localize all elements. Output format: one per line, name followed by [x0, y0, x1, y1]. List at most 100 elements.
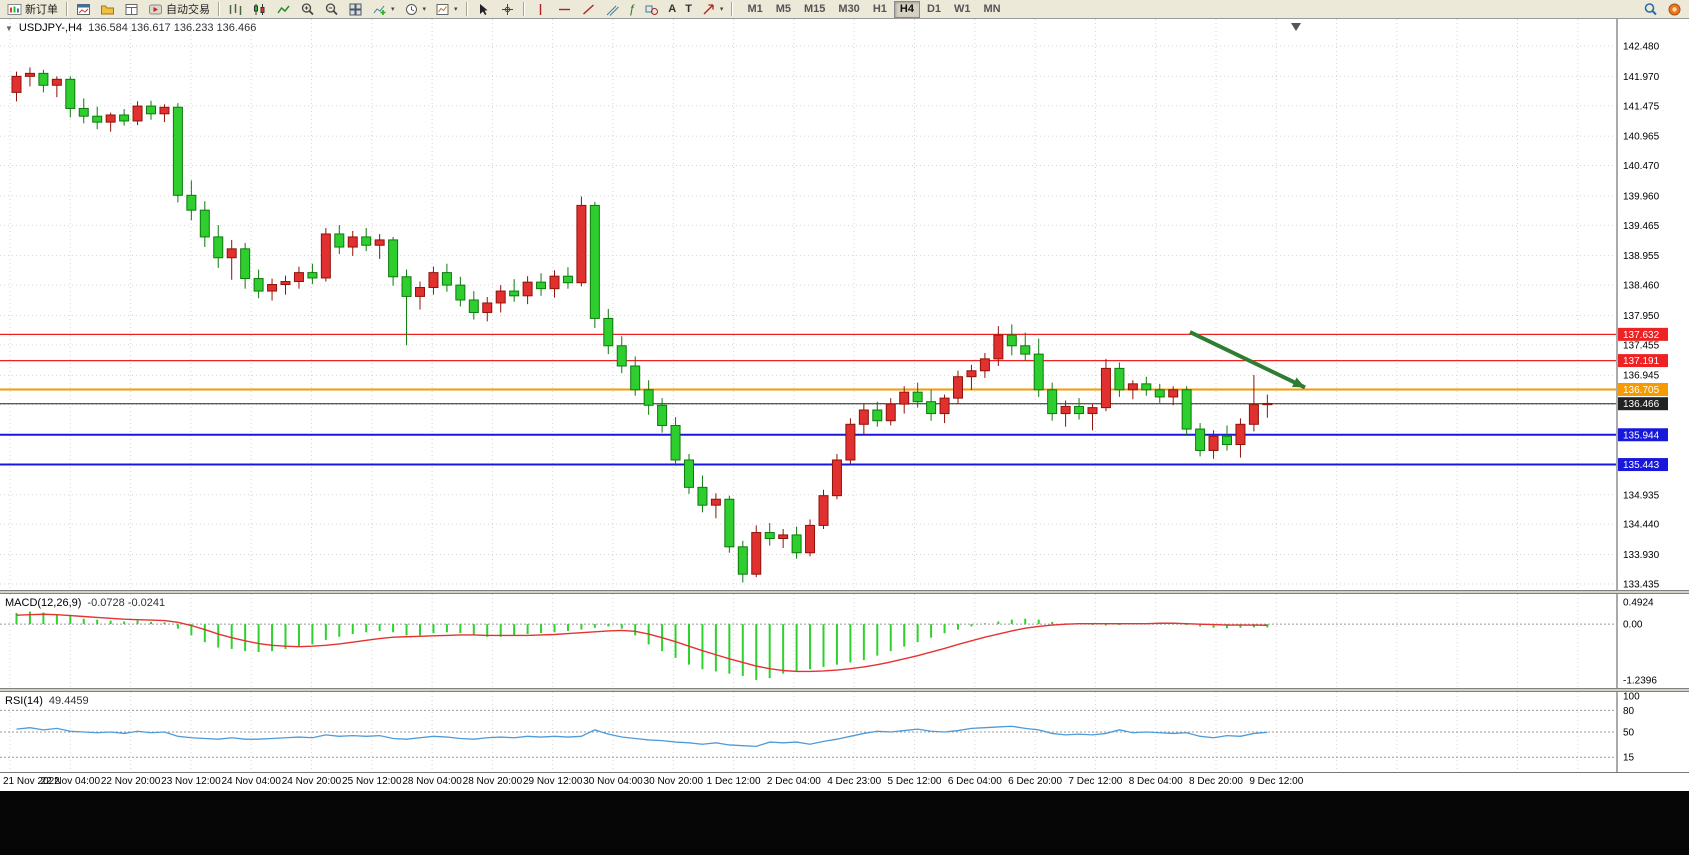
text-label-button[interactable]: T	[681, 1, 696, 18]
svg-text:137.632: 137.632	[1623, 330, 1660, 341]
shapes-icon	[644, 2, 659, 17]
chart-collapse-icon[interactable]: ▼	[5, 23, 13, 33]
profiles-button[interactable]	[96, 1, 119, 18]
timeframe-button-m1[interactable]: M1	[741, 1, 768, 18]
toolbar-separator	[218, 2, 220, 16]
price-chart-canvas[interactable]: 142.480 141.970 141.475 140.965 140.470 139.9…	[0, 19, 1689, 590]
macd-panel: 0.4924 0.00 -1.2396 MACD(12,26,9) -0.0728 …	[0, 594, 1689, 688]
tile-windows-icon	[348, 2, 363, 17]
channel-button[interactable]	[601, 1, 624, 18]
price-panel: 142.480 141.970 141.475 140.965 140.470 139.9…	[0, 19, 1689, 590]
svg-text:141.970: 141.970	[1623, 72, 1660, 83]
price-tag-resistance	[1618, 354, 1668, 368]
search-icon	[1643, 2, 1658, 17]
timeframe-button-w1[interactable]: W1	[948, 1, 977, 18]
bar-chart-type-button[interactable]	[224, 1, 247, 18]
cursor-icon	[476, 2, 491, 17]
svg-text:141.475: 141.475	[1623, 101, 1660, 112]
horizontal-line-button[interactable]	[553, 1, 576, 18]
fibonacci-icon: ƒ	[628, 2, 636, 16]
search-button[interactable]	[1639, 1, 1662, 18]
svg-text:137.950: 137.950	[1623, 311, 1660, 322]
indicators-button[interactable]: ▾	[368, 1, 399, 18]
svg-text:140.965: 140.965	[1623, 132, 1660, 143]
shapes-button[interactable]	[640, 1, 663, 18]
time-label: 23 Nov 12:00	[161, 776, 221, 787]
time-label: 5 Dec 12:00	[887, 776, 942, 787]
tile-windows-button[interactable]	[344, 1, 367, 18]
trendline-button[interactable]	[577, 1, 600, 18]
folder-icon	[100, 2, 115, 17]
time-label: 24 Nov 20:00	[281, 776, 342, 787]
charts-window-button[interactable]	[72, 1, 95, 18]
time-label: 2 Dec 04:00	[766, 776, 821, 787]
svg-text:15: 15	[1623, 753, 1635, 764]
notifications-button[interactable]	[1663, 1, 1686, 18]
svg-text:135.443: 135.443	[1623, 460, 1660, 471]
fibonacci-button[interactable]: ƒ	[625, 1, 640, 18]
symbol-header: ▼ USDJPY-,H4 136.584 136.617 136.233 136…	[5, 22, 256, 34]
clock-icon	[404, 2, 419, 17]
timeframe-button-mn[interactable]: MN	[978, 1, 1007, 18]
toolbar-separator	[465, 2, 468, 16]
chart-shift-marker	[1291, 23, 1301, 31]
zoom-out-button[interactable]	[320, 1, 343, 18]
text-button[interactable]: A	[664, 1, 680, 18]
timeframe-button-h4[interactable]: H4	[893, 0, 920, 18]
cursor-button[interactable]	[472, 1, 495, 18]
timeframe-button-d1[interactable]: D1	[921, 1, 947, 18]
rsi-panel: 100 80 50 15 RSI(14) 49.4459	[0, 692, 1689, 772]
data-window-button[interactable]	[120, 1, 143, 18]
templates-button[interactable]: ▾	[431, 1, 462, 18]
timeframe-button-m30[interactable]: M30	[832, 1, 865, 18]
rsi-chart-canvas[interactable]: 100 80 50 15	[0, 692, 1689, 772]
chevron-down-icon: ▾	[719, 6, 724, 13]
time-axis[interactable]: 21 Nov 2022 22 Nov 04:00 22 Nov 20:00 23 No…	[0, 772, 1689, 791]
crosshair-button[interactable]	[496, 1, 519, 18]
rsi-line	[16, 725, 1268, 748]
symbol-title: USDJPY-,H4	[18, 22, 83, 34]
panel-splitter[interactable]	[0, 688, 1689, 692]
svg-text:138.955: 138.955	[1623, 251, 1660, 262]
trend-arrow-head	[1292, 377, 1305, 388]
line-chart-type-button[interactable]	[272, 1, 295, 18]
autotrading-button[interactable]: 自动交易	[144, 1, 214, 18]
zoom-in-button[interactable]	[296, 1, 319, 18]
periods-button[interactable]: ▾	[400, 1, 431, 18]
svg-text:139.960: 139.960	[1623, 191, 1660, 202]
timeframe-toolbar: M1 M5 M15 M30 H1 H4 D1 W1 MN	[741, 0, 1007, 18]
candles-layer	[11, 67, 1273, 583]
svg-text:137.191: 137.191	[1623, 356, 1660, 367]
line-chart-icon	[276, 2, 291, 17]
price-tag-support	[1618, 428, 1668, 442]
notifications-icon	[1667, 2, 1682, 17]
toolbar-separator	[522, 2, 525, 16]
time-label: 22 Nov 04:00	[40, 776, 101, 787]
timeframe-button-m5[interactable]: M5	[770, 1, 797, 18]
candlestick-icon	[252, 2, 267, 17]
macd-signal-line	[16, 613, 1268, 673]
timeframe-button-h1[interactable]: H1	[867, 1, 893, 18]
rsi-name: RSI(14)	[5, 695, 43, 707]
time-label: 28 Nov 04:00	[402, 776, 462, 787]
time-label: 6 Dec 20:00	[1008, 776, 1063, 787]
new-order-button[interactable]: 新订单	[3, 1, 62, 18]
candlestick-type-button[interactable]	[248, 1, 271, 18]
toolbar-separator	[66, 2, 68, 16]
svg-text:80: 80	[1623, 706, 1635, 717]
time-label: 30 Nov 20:00	[643, 776, 704, 787]
chart-window: 142.480 141.970 141.475 140.965 140.470 139.9…	[0, 19, 1689, 791]
time-label: 29 Nov 12:00	[522, 776, 583, 787]
crosshair-icon	[500, 2, 515, 17]
svg-text:50: 50	[1623, 728, 1635, 739]
zoom-in-icon	[300, 2, 315, 17]
trend-arrow[interactable]	[1189, 330, 1306, 390]
panel-splitter[interactable]	[0, 590, 1689, 594]
vertical-line-button[interactable]	[529, 1, 552, 18]
macd-chart-canvas[interactable]: 0.4924 0.00 -1.2396	[0, 594, 1689, 688]
time-label: 7 Dec 12:00	[1068, 776, 1123, 787]
timeframe-button-m15[interactable]: M15	[798, 1, 831, 18]
time-label: 24 Nov 04:00	[221, 776, 281, 787]
time-label: 22 Nov 20:00	[100, 776, 161, 787]
arrows-button[interactable]: ▾	[697, 1, 728, 18]
